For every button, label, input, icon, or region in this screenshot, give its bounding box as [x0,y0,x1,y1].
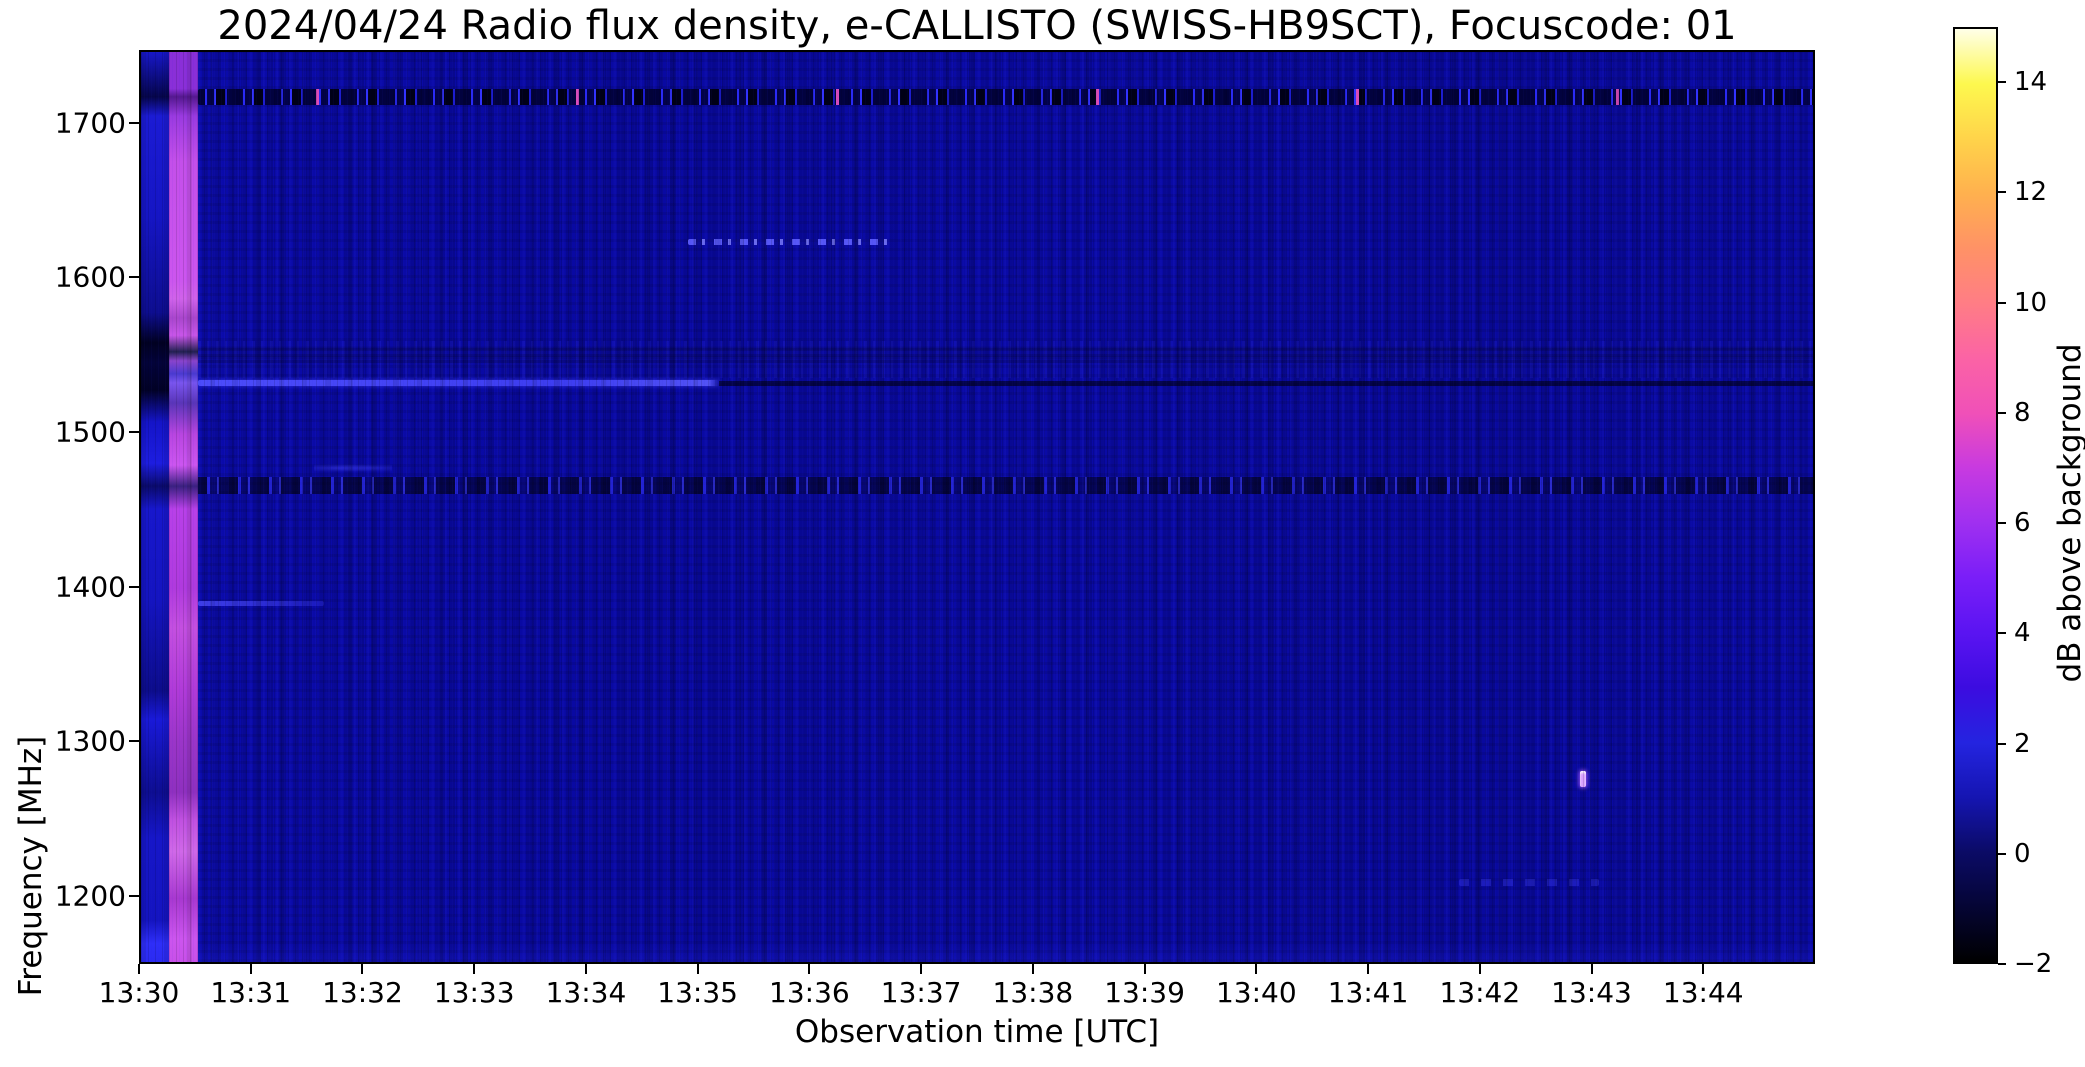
bright-line-1533 [197,379,719,387]
x-tick-mark [584,964,587,974]
y-tick-label: 1300 [54,724,126,758]
bottom-edge-noise [197,941,1813,962]
spectrogram-plot[interactable] [139,50,1815,964]
x-tick-mark [1478,964,1481,974]
x-tick-mark [1590,964,1593,974]
colorbar-tick-mark [1998,963,2006,965]
dark-line-1533 [718,381,1813,387]
x-tick-label: 13:43 [1551,976,1632,1009]
y-axis-label-wrap: Frequency [MHz] [13,340,54,997]
point-burst-1277 [1580,771,1586,787]
x-tick-label: 13:33 [433,976,515,1009]
y-tick-mark [129,740,139,743]
x-tick-label: 13:32 [322,976,403,1009]
x-tick-mark [808,964,811,974]
colorbar-tick-mark [1998,742,2006,745]
calibration-stripe [168,52,198,962]
colorbar-tick-label: 0 [2014,838,2031,869]
dashed-line-1624 [688,239,890,246]
colorbar-tick-mark [1998,301,2006,304]
x-tick-mark [361,964,364,974]
y-tick-mark [129,585,139,588]
y-tick-label: 1200 [54,879,126,913]
colorbar-tick-mark [1998,852,2006,855]
colorbar-tick-label: 6 [2014,508,2031,539]
x-tick-label: 13:34 [545,976,627,1009]
y-tick-mark [129,894,139,897]
faint-blobs-1478 [314,463,393,473]
x-tick-label: 13:44 [1662,976,1744,1009]
x-tick-label: 13:42 [1439,976,1521,1009]
x-tick-label: 13:35 [657,976,739,1009]
faint-line-1390 [197,601,325,606]
noise-band-1548 [197,341,1813,379]
colorbar-tick-mark [1998,411,2006,414]
y-tick-label: 1700 [54,106,126,140]
colorbar-tick-label: −2 [2014,949,2053,979]
lead-in-blue-column [141,52,169,962]
y-tick-mark [129,430,139,433]
colorbar-tick-label: 2 [2014,728,2031,759]
x-tick-mark [1702,964,1705,974]
speckle-band-1466 [197,477,1813,495]
colorbar-gradient [1953,27,1998,964]
x-tick-mark [1367,964,1370,974]
y-tick-mark [129,121,139,124]
y-tick-label: 1400 [54,570,126,604]
colorbar-label: dB above background [2052,343,2085,683]
dark-band-1550 [197,345,1813,363]
noise-texture-overlay [141,52,1813,962]
x-tick-label: 13:31 [210,976,292,1009]
x-tick-mark [1143,964,1146,974]
y-tick-label: 1500 [54,415,126,449]
x-tick-label: 13:40 [1215,976,1297,1009]
colorbar-tick-label: 4 [2014,618,2031,649]
colorbar-tick-mark [1998,191,2006,194]
colorbar-tick-mark [1998,522,2006,525]
x-tick-mark [249,964,252,974]
x-tick-mark [1031,964,1034,974]
colorbar-tick-mark [1998,81,2006,84]
x-tick-label: 13:41 [1327,976,1409,1009]
x-tick-mark [1255,964,1258,974]
colorbar: 14 12 10 8 6 4 2 0 −2 dB above background [1953,27,2085,979]
y-tick-label: 1600 [54,260,126,294]
x-tick-mark [138,964,140,974]
x-tick-label: 13:39 [1104,976,1185,1009]
x-tick-label: 13:36 [769,976,850,1009]
x-tick-label: 13:37 [880,976,962,1009]
colorbar-tick-label: 8 [2014,397,2031,428]
x-tick-mark [473,964,476,974]
colorbar-tick-label: 12 [2014,177,2048,208]
x-tick-label: 13:38 [992,976,1074,1009]
y-tick-mark [129,276,139,279]
colorbar-tick-label: 10 [2014,287,2048,318]
colorbar-tick-mark [1998,632,2006,635]
x-tick-label: 13:30 [98,976,180,1009]
rfi-speckle-line-1718 [197,89,1813,105]
chart-title: 2024/04/24 Radio flux density, e-CALLIST… [217,3,1737,49]
x-tick-mark [920,964,923,974]
x-axis-label: Observation time [UTC] [794,1014,1160,1050]
colorbar-tick-label: 14 [2014,67,2048,98]
faint-dashes-1210 [1459,879,1600,886]
x-tick-mark [696,964,699,974]
